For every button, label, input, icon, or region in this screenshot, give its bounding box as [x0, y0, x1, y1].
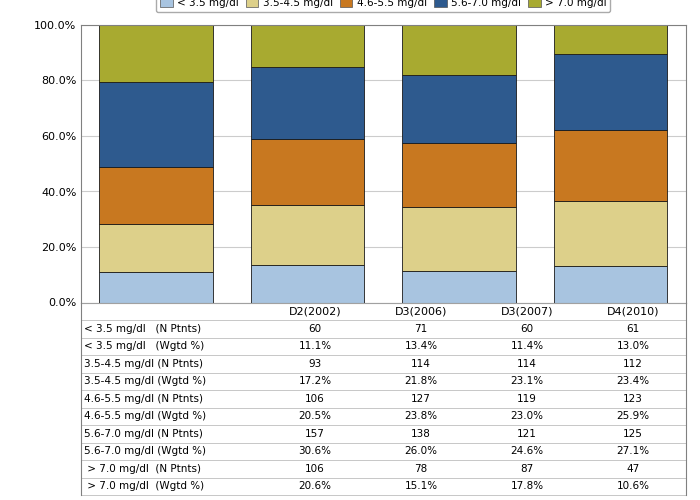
- Bar: [402, 207, 516, 271]
- Text: 106: 106: [305, 464, 325, 474]
- Text: 17.2%: 17.2%: [299, 376, 332, 386]
- Text: 71: 71: [414, 324, 428, 334]
- Bar: [99, 82, 213, 167]
- Bar: [99, 224, 213, 272]
- Text: 4.6-5.5 mg/dl (Wgtd %): 4.6-5.5 mg/dl (Wgtd %): [83, 411, 206, 421]
- Bar: [554, 130, 667, 202]
- Text: 26.0%: 26.0%: [405, 446, 438, 456]
- Text: 123: 123: [623, 394, 643, 404]
- Text: 87: 87: [520, 464, 533, 474]
- Text: D4(2010): D4(2010): [607, 306, 659, 316]
- Text: > 7.0 mg/dl  (Wgtd %): > 7.0 mg/dl (Wgtd %): [83, 481, 204, 491]
- Legend: < 3.5 mg/dl, 3.5-4.5 mg/dl, 4.6-5.5 mg/dl, 5.6-7.0 mg/dl, > 7.0 mg/dl: < 3.5 mg/dl, 3.5-4.5 mg/dl, 4.6-5.5 mg/d…: [156, 0, 610, 12]
- Text: 5.6-7.0 mg/dl (Wgtd %): 5.6-7.0 mg/dl (Wgtd %): [83, 446, 206, 456]
- Bar: [251, 66, 364, 139]
- Text: 47: 47: [626, 464, 640, 474]
- Text: D2(2002): D2(2002): [289, 306, 342, 316]
- Text: 125: 125: [623, 428, 643, 439]
- Text: 23.8%: 23.8%: [405, 411, 438, 421]
- Text: 3.5-4.5 mg/dl (N Ptnts): 3.5-4.5 mg/dl (N Ptnts): [83, 359, 202, 369]
- Bar: [554, 202, 667, 266]
- Bar: [251, 139, 364, 205]
- Bar: [402, 26, 516, 74]
- Text: > 7.0 mg/dl  (N Ptnts): > 7.0 mg/dl (N Ptnts): [83, 464, 200, 474]
- Text: 121: 121: [517, 428, 537, 439]
- Text: 157: 157: [305, 428, 325, 439]
- Text: 20.5%: 20.5%: [299, 411, 332, 421]
- Text: 60: 60: [309, 324, 322, 334]
- Bar: [99, 272, 213, 302]
- Text: 15.1%: 15.1%: [405, 481, 438, 491]
- Text: 13.4%: 13.4%: [405, 341, 438, 351]
- Bar: [402, 271, 516, 302]
- Text: 61: 61: [626, 324, 640, 334]
- Bar: [554, 54, 667, 130]
- Text: 11.1%: 11.1%: [299, 341, 332, 351]
- Text: 23.4%: 23.4%: [617, 376, 650, 386]
- Bar: [251, 205, 364, 266]
- Text: 3.5-4.5 mg/dl (Wgtd %): 3.5-4.5 mg/dl (Wgtd %): [83, 376, 206, 386]
- Text: D3(2006): D3(2006): [395, 306, 447, 316]
- Text: 21.8%: 21.8%: [405, 376, 438, 386]
- Text: 127: 127: [411, 394, 431, 404]
- Text: 112: 112: [623, 359, 643, 369]
- Text: 25.9%: 25.9%: [617, 411, 650, 421]
- Bar: [402, 143, 516, 207]
- Text: 23.1%: 23.1%: [510, 376, 544, 386]
- Bar: [99, 25, 213, 82]
- Text: 78: 78: [414, 464, 428, 474]
- Text: 138: 138: [411, 428, 431, 439]
- Text: D3(2007): D3(2007): [500, 306, 553, 316]
- Text: 23.0%: 23.0%: [510, 411, 544, 421]
- Text: 13.0%: 13.0%: [617, 341, 650, 351]
- Text: 4.6-5.5 mg/dl (N Ptnts): 4.6-5.5 mg/dl (N Ptnts): [83, 394, 202, 404]
- Bar: [554, 266, 667, 302]
- Text: 17.8%: 17.8%: [510, 481, 544, 491]
- Text: 30.6%: 30.6%: [299, 446, 332, 456]
- Text: 60: 60: [521, 324, 533, 334]
- Bar: [554, 25, 667, 54]
- Text: 10.6%: 10.6%: [617, 481, 650, 491]
- Text: 114: 114: [517, 359, 537, 369]
- Text: 93: 93: [309, 359, 322, 369]
- Bar: [99, 167, 213, 224]
- Text: 27.1%: 27.1%: [617, 446, 650, 456]
- Text: 114: 114: [411, 359, 431, 369]
- Text: 119: 119: [517, 394, 537, 404]
- Text: 20.6%: 20.6%: [299, 481, 332, 491]
- Text: 24.6%: 24.6%: [510, 446, 544, 456]
- Text: < 3.5 mg/dl   (Wgtd %): < 3.5 mg/dl (Wgtd %): [83, 341, 204, 351]
- Bar: [402, 74, 516, 143]
- Bar: [251, 266, 364, 302]
- Bar: [251, 24, 364, 66]
- Text: 106: 106: [305, 394, 325, 404]
- Text: 5.6-7.0 mg/dl (N Ptnts): 5.6-7.0 mg/dl (N Ptnts): [83, 428, 202, 439]
- Text: < 3.5 mg/dl   (N Ptnts): < 3.5 mg/dl (N Ptnts): [83, 324, 201, 334]
- Text: 11.4%: 11.4%: [510, 341, 544, 351]
